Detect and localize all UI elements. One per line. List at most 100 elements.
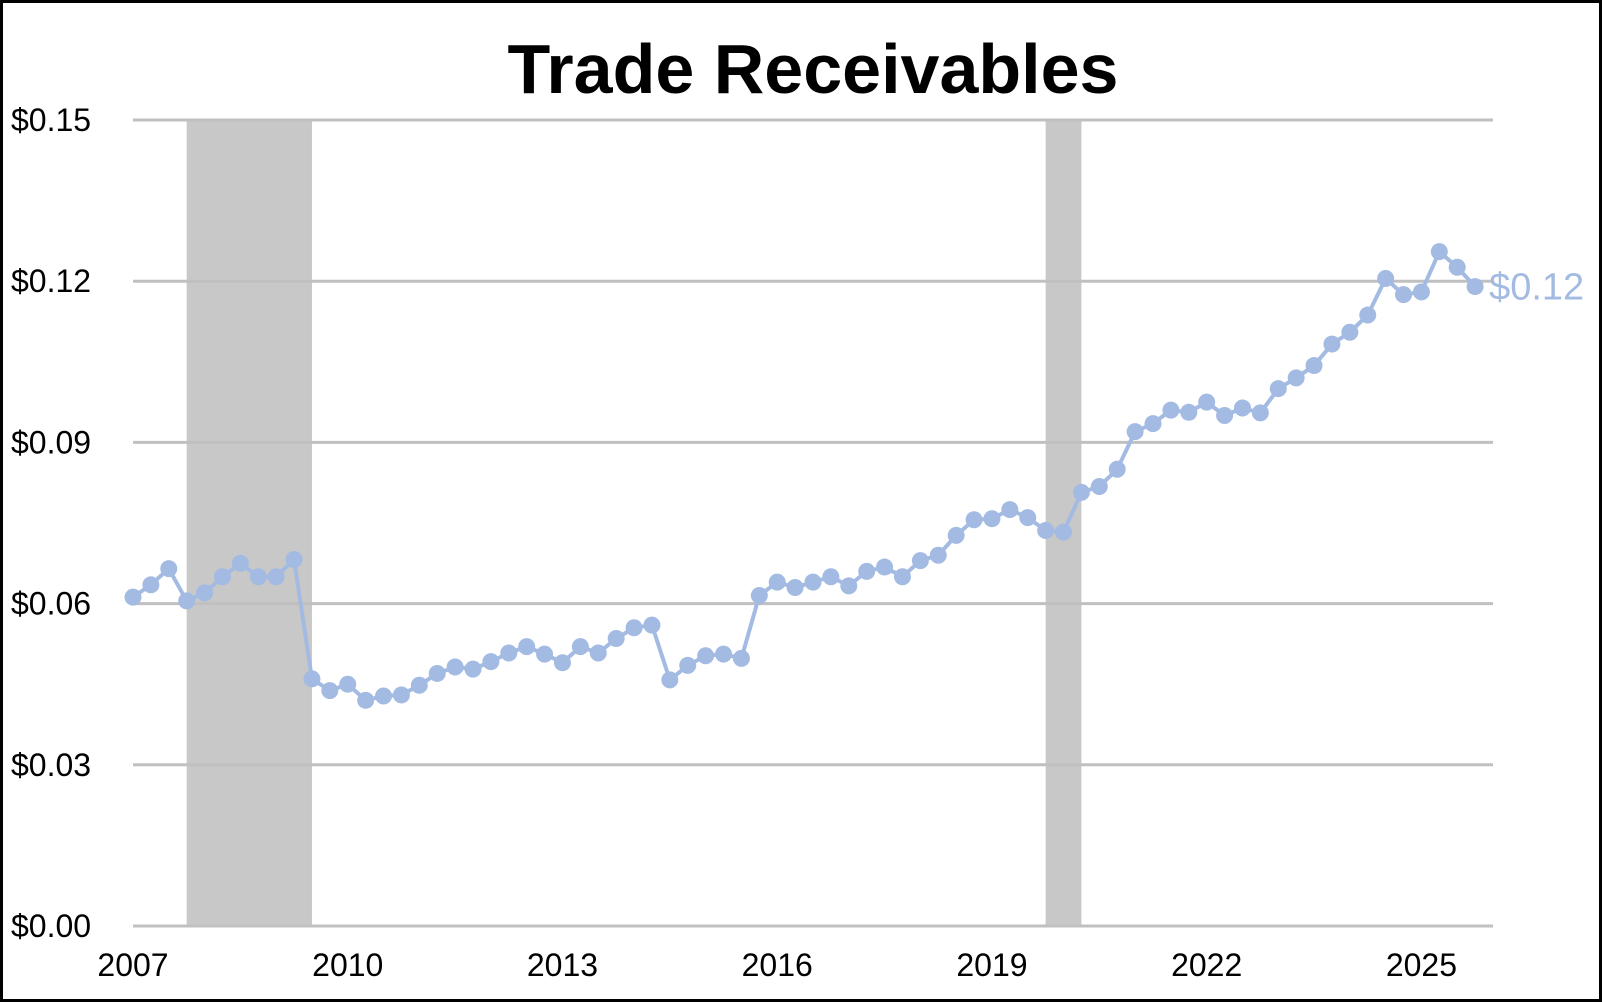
gridlines <box>133 118 1493 928</box>
data-point <box>1001 501 1019 519</box>
data-point <box>965 511 983 529</box>
x-tick-label: 2007 <box>97 947 168 983</box>
data-point <box>1072 483 1090 501</box>
data-point <box>661 671 679 689</box>
x-tick-label: 2016 <box>742 947 813 983</box>
data-point <box>822 568 840 586</box>
data-point <box>929 546 947 564</box>
series-line <box>131 249 1477 703</box>
data-point <box>231 554 249 572</box>
data-point <box>1359 306 1377 324</box>
data-point <box>1466 278 1484 296</box>
data-point <box>750 587 768 605</box>
data-point <box>428 664 446 682</box>
x-axis-ticks: 2007 2010 2013 2016 2019 2022 2025 <box>97 947 1457 983</box>
data-point <box>1233 399 1251 417</box>
data-point <box>643 616 661 634</box>
data-point <box>1198 393 1216 411</box>
data-point <box>1126 423 1144 441</box>
recession-band-0 <box>186 120 312 926</box>
data-point <box>1323 335 1341 353</box>
y-tick-label: $0.12 <box>11 263 91 299</box>
data-point <box>321 682 339 700</box>
data-point <box>285 551 303 569</box>
data-point <box>1180 403 1198 421</box>
data-point <box>1430 243 1448 261</box>
recession-bands <box>186 120 1082 926</box>
data-point <box>1395 286 1413 304</box>
data-point <box>1287 369 1305 387</box>
data-point <box>482 653 500 671</box>
data-point <box>1037 522 1055 540</box>
data-point <box>1216 407 1234 425</box>
data-point <box>553 654 571 672</box>
y-tick-label: $0.06 <box>11 586 91 622</box>
data-point <box>607 630 625 648</box>
data-point <box>500 644 518 662</box>
data-point <box>1090 477 1108 495</box>
y-tick-label: $0.15 <box>11 102 91 138</box>
data-point <box>357 691 375 709</box>
data-point <box>625 619 643 637</box>
data-point <box>804 573 822 591</box>
data-point <box>1305 357 1323 375</box>
data-point <box>768 573 786 591</box>
data-point <box>1412 283 1430 301</box>
data-point <box>1144 415 1162 433</box>
y-tick-label: $0.09 <box>11 424 91 460</box>
data-point <box>213 568 231 586</box>
y-axis-ticks: $0.00 $0.03 $0.06 $0.09 $0.12 $0.15 <box>11 102 91 944</box>
data-point <box>732 649 750 667</box>
data-point <box>1448 258 1466 276</box>
data-point <box>375 687 393 705</box>
data-point <box>1269 380 1287 398</box>
data-point <box>339 675 357 693</box>
data-point <box>1341 323 1359 341</box>
data-point <box>142 576 160 594</box>
data-point <box>464 660 482 678</box>
data-point <box>840 577 858 595</box>
data-point <box>124 588 142 606</box>
y-tick-label: $0.03 <box>11 747 91 783</box>
chart-title: Trade Receivables <box>508 30 1119 108</box>
data-point <box>715 645 733 663</box>
data-point <box>571 638 589 656</box>
line-chart: Trade Receivables $0.00$0.03$0.06$0.09$0… <box>11 30 1584 983</box>
series-end-label: $0.12 <box>1489 267 1584 309</box>
data-point <box>589 644 607 662</box>
data-point <box>446 658 464 676</box>
data-point <box>1019 509 1037 527</box>
data-point <box>1377 270 1395 288</box>
data-point <box>160 560 178 578</box>
data-point <box>1055 523 1073 541</box>
data-point <box>876 558 894 576</box>
data-point <box>178 592 196 610</box>
data-point <box>196 584 214 602</box>
x-tick-label: 2022 <box>1171 947 1242 983</box>
x-tick-label: 2025 <box>1386 947 1457 983</box>
x-tick-label: 2019 <box>956 947 1027 983</box>
data-point <box>858 562 876 580</box>
recession-band-1 <box>1045 120 1082 926</box>
data-point <box>679 656 697 674</box>
y-tick-label: $0.00 <box>11 908 91 944</box>
data-point <box>410 676 428 694</box>
x-tick-label: 2013 <box>527 947 598 983</box>
data-point <box>536 645 554 663</box>
data-point <box>983 510 1001 528</box>
series-group: $0.12 <box>124 243 1584 709</box>
data-point <box>392 686 410 704</box>
data-point <box>1108 460 1126 478</box>
x-tick-label: 2010 <box>312 947 383 983</box>
data-point <box>786 578 804 596</box>
data-point <box>911 552 929 570</box>
data-point <box>267 568 285 586</box>
data-point <box>1162 401 1180 419</box>
data-point <box>518 638 536 656</box>
data-point <box>947 526 965 544</box>
data-point <box>303 670 321 688</box>
data-point <box>249 568 267 586</box>
data-point <box>697 647 715 665</box>
data-point <box>893 568 911 586</box>
